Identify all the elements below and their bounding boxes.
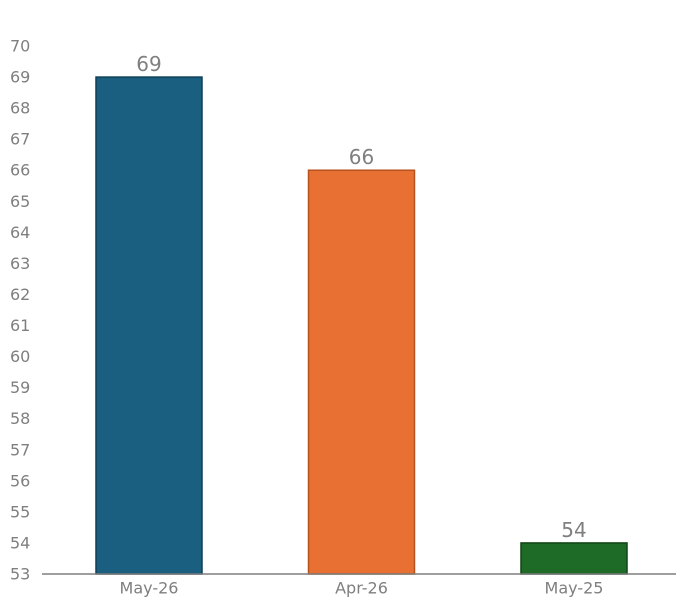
y-tick-label: 56: [10, 471, 30, 490]
y-tick-label: 61: [10, 316, 30, 335]
x-category-label: May-26: [120, 579, 179, 598]
y-tick-label: 59: [10, 378, 30, 397]
bar-value-label: 66: [349, 145, 374, 169]
bar-value-label: 69: [136, 52, 161, 76]
y-axis-tick-labels: 53 54 55 56 57 58 59 60 61 62 63 64 65 66 67 68 69 70: [10, 37, 30, 584]
data-labels: 69 66 54: [136, 52, 586, 542]
y-tick-label: 67: [10, 130, 30, 149]
y-tick-label: 57: [10, 440, 30, 459]
x-category-label: Apr-26: [335, 579, 388, 598]
y-tick-label: 55: [10, 502, 30, 521]
y-tick-label: 68: [10, 99, 30, 118]
bar-may-25: [520, 542, 628, 575]
x-category-label: May-25: [545, 579, 604, 598]
bar-apr-26: [307, 169, 416, 575]
y-tick-label: 62: [10, 285, 30, 304]
y-tick-label: 60: [10, 347, 30, 366]
y-tick-label: 64: [10, 223, 30, 242]
bars: [95, 76, 628, 575]
y-tick-label: 70: [10, 37, 30, 56]
bar-may-26: [95, 76, 203, 575]
y-tick-label: 63: [10, 254, 30, 273]
x-axis-category-labels: May-26 Apr-26 May-25: [120, 579, 604, 598]
y-tick-label: 69: [10, 68, 30, 87]
y-tick-label: 53: [10, 565, 30, 584]
y-tick-label: 66: [10, 161, 30, 180]
bar-value-label: 54: [561, 518, 586, 542]
y-tick-label: 54: [10, 533, 30, 552]
y-tick-label: 65: [10, 192, 30, 211]
y-tick-label: 58: [10, 409, 30, 428]
